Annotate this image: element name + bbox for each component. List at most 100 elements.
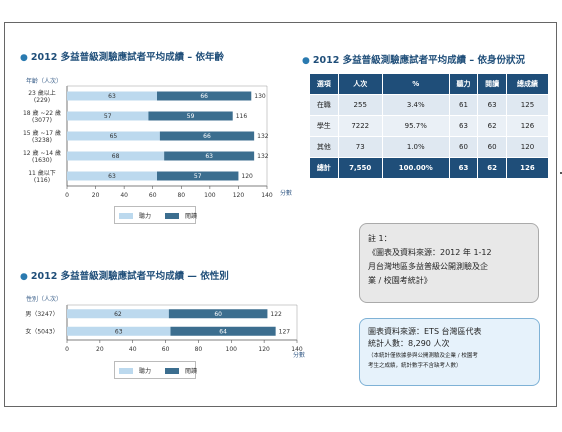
gender-unit-label: 分數 xyxy=(293,352,306,359)
note-box: 註 1： 《圖表及資料來源：2012 年 1-12 月台灣地區多益普級公開測驗及… xyxy=(359,223,539,303)
note-line: 註 1： xyxy=(368,234,392,243)
page-frame xyxy=(4,22,557,407)
age-axis-title: 年齡（人次） xyxy=(26,78,63,85)
listening-swatch xyxy=(119,367,133,374)
bar-listening xyxy=(67,131,160,141)
bar-value-label: 68 xyxy=(112,153,120,160)
category-label: 11 歲以下 xyxy=(28,169,56,177)
bar-value-label: 57 xyxy=(194,173,202,180)
x-tick-label: 140 xyxy=(291,346,303,353)
legend-item-reading: 閱讀 xyxy=(165,366,197,375)
x-tick-label: 100 xyxy=(226,346,238,353)
table-cell: 100.00% xyxy=(381,157,450,179)
x-tick-label: 0 xyxy=(65,346,69,353)
bar-value-label: 66 xyxy=(203,133,211,140)
bar-listening xyxy=(67,111,149,121)
note-line: 業 / 校園考統計》 xyxy=(368,276,432,285)
age-chart-title: ● 2012 多益普級測驗應試者平均成績 – 依年齡 xyxy=(20,49,224,63)
gender-legend-frame xyxy=(114,361,196,379)
table-total-row: 總計 7,550 100.00% 63 62 126 xyxy=(309,157,550,179)
bar-total-label: 130 xyxy=(254,93,266,100)
table-row: 在職 255 3.4% 61 63 125 xyxy=(309,94,550,116)
x-tick-label: 20 xyxy=(92,192,100,199)
category-label: 12 歲 ~14 歲 xyxy=(23,149,61,157)
bar-value-label: 63 xyxy=(108,93,116,100)
x-tick-label: 100 xyxy=(204,192,216,199)
legend-item-reading: 閱讀 xyxy=(165,211,197,220)
x-tick-label: 40 xyxy=(129,346,137,353)
gender-chart-title: ● 2012 多益普級測驗應試者平均成績 — 依性別 xyxy=(20,268,229,282)
bar-reading xyxy=(168,309,268,319)
category-count-label: (1630) xyxy=(32,157,52,164)
legend-item-listening: 聽力 xyxy=(119,211,151,220)
bar-reading xyxy=(157,171,239,181)
bar-listening xyxy=(67,91,157,101)
gender-axis-title: 性別（人次） xyxy=(26,296,63,303)
table-cell: 63 xyxy=(448,157,479,179)
gender-chart-title-text: 2012 多益普級測驗應試者平均成績 — 依性別 xyxy=(30,271,229,282)
bar-value-label: 63 xyxy=(115,328,123,335)
col-header-total: 總成績 xyxy=(505,73,550,95)
category-count-label: (3238) xyxy=(32,137,52,144)
age-chart: 0 20 40 60 80 100 120 140 63 66 130 23 歲以上(229) 57 59… xyxy=(23,85,273,199)
x-tick-label: 60 xyxy=(162,346,170,353)
source-box: 圖表資料來源：ETS 台灣區代表 統計人數：8,290 人次 （本統計僅依據參與… xyxy=(359,318,540,386)
bar-value-label: 59 xyxy=(187,113,195,120)
bar-reading xyxy=(159,131,255,141)
x-tick-label: 140 xyxy=(261,192,273,199)
age-legend-frame xyxy=(114,206,196,224)
bar-total-label: 122 xyxy=(270,311,282,318)
bar-total-label: 127 xyxy=(279,328,291,335)
reading-swatch xyxy=(165,212,180,219)
source-line: 圖表資料來源：ETS 台灣區代表 xyxy=(368,327,482,336)
legend-label: 閱讀 xyxy=(185,213,198,220)
x-tick-label: 120 xyxy=(233,192,245,199)
age-unit-label: 分數 xyxy=(280,190,293,197)
table-cell: 總計 xyxy=(309,157,339,179)
age-legend: 聽力 閱讀 xyxy=(119,211,197,220)
legend-label: 聽力 xyxy=(139,368,152,375)
bar-listening xyxy=(67,151,165,161)
bar-listening xyxy=(67,171,157,181)
table-cell: 95.7% xyxy=(381,115,450,137)
bar-reading xyxy=(157,91,252,101)
source-footnote: （本統計僅依據參與公開測驗及企業 / 校園考 xyxy=(368,353,478,359)
bullet-icon: ● xyxy=(302,56,310,66)
col-header-listening: 聽力 xyxy=(448,73,479,95)
status-table-title-text: 2012 多益普級測驗應試者平均成績 – 依身份狀況 xyxy=(312,55,525,66)
x-tick-label: 40 xyxy=(120,192,128,199)
bar-value-label: 60 xyxy=(214,311,222,318)
x-tick-label: 60 xyxy=(149,192,157,199)
x-tick-label: 80 xyxy=(177,192,185,199)
bar-listening xyxy=(67,309,169,319)
bar-value-label: 57 xyxy=(104,113,112,120)
category-label: 男（3247） xyxy=(25,311,58,318)
category-label: 18 歲 ~22 歲 xyxy=(23,109,61,117)
bar-total-label: 132 xyxy=(257,133,269,140)
reading-swatch xyxy=(165,367,180,374)
status-table: 選項 人次 % 聽力 閱讀 總成績 在職 255 3.4% 61 63 125 … xyxy=(309,73,550,179)
bar-value-label: 63 xyxy=(108,173,116,180)
category-label: 23 歲以上 xyxy=(28,89,56,97)
bar-total-label: 120 xyxy=(241,173,253,180)
legend-item-listening: 聽力 xyxy=(119,366,151,375)
edge-mark xyxy=(560,172,562,174)
bar-total-label: 132 xyxy=(257,153,269,160)
category-count-label: (116) xyxy=(34,177,50,184)
bar-reading xyxy=(170,326,276,336)
listening-swatch xyxy=(119,212,133,219)
bar-total-label: 116 xyxy=(236,113,248,120)
bullet-icon: ● xyxy=(20,272,28,282)
legend-label: 聽力 xyxy=(139,213,152,220)
age-chart-title-text: 2012 多益普級測驗應試者平均成績 – 依年齡 xyxy=(30,52,224,63)
x-tick-label: 0 xyxy=(65,192,69,199)
x-tick-label: 120 xyxy=(258,346,270,353)
table-cell: 7,550 xyxy=(337,157,383,179)
gender-chart: 0 20 40 60 80 100 120 140 62 60 122 男（3247） 63 64 127 女… xyxy=(25,304,303,353)
bullet-icon: ● xyxy=(20,53,28,63)
bar-value-label: 66 xyxy=(200,93,208,100)
bar-value-label: 62 xyxy=(114,311,122,318)
category-count-label: (3077) xyxy=(32,117,52,124)
x-tick-label: 80 xyxy=(195,346,203,353)
